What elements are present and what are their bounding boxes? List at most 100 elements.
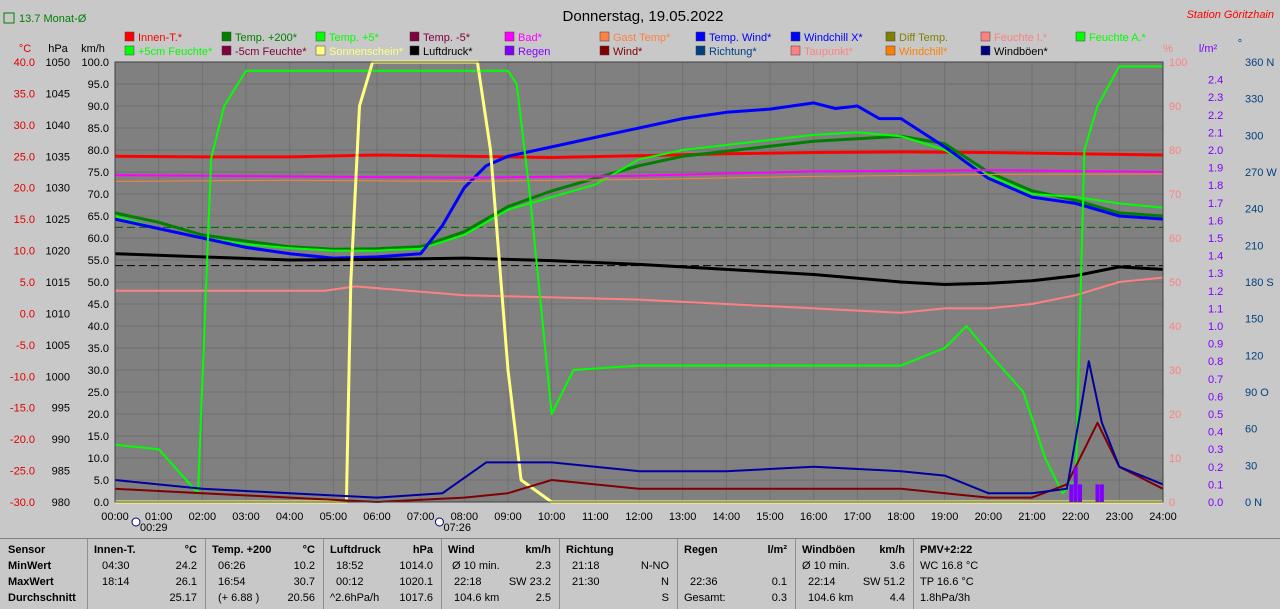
legend-label: +5cm Feuchte* — [138, 46, 213, 58]
series-line — [114, 169, 1164, 179]
x-tick-label: 11:00 — [582, 511, 609, 523]
humidity-tick-label: 40 — [1169, 321, 1181, 333]
row-min-label: MinWert — [8, 560, 52, 572]
pressure-tick-label: 990 — [52, 434, 70, 446]
x-tick-label: 03:00 — [232, 511, 260, 523]
richtung-min-time: 21:18 — [572, 560, 600, 572]
axis-header-humidity: % — [1163, 43, 1173, 55]
luftdruck-trend: ^2.6hPa/h — [330, 592, 380, 604]
pmv-header: PMV+2:22 — [920, 544, 973, 556]
series-line — [114, 150, 1164, 159]
sun-marker-icon — [131, 517, 141, 527]
richtung-header: Richtung — [566, 544, 614, 556]
legend-label: Luftdruck* — [423, 46, 473, 58]
luftdruck-min-value: 1014.0 — [399, 560, 433, 572]
weather-chart: 00:00 01:00 02:00 03:00 04:00 05:00 06:00 07:00… — [3, 8, 1278, 534]
direction-tick-label: 150 — [1245, 314, 1263, 326]
wind-header: Wind — [448, 544, 475, 556]
luftdruck-min-time: 18:52 — [336, 560, 364, 572]
legend-swatch — [790, 45, 801, 56]
innen-max-value: 26.1 — [175, 576, 197, 588]
legend-label: Innen-T.* — [138, 32, 183, 44]
series-line — [114, 101, 1164, 260]
x-tick-label: 06:00 — [363, 511, 391, 523]
humidity-tick-label: 70 — [1169, 189, 1181, 201]
temp200-unit: °C — [302, 544, 315, 556]
wind-row1-label: Ø 10 min. — [452, 560, 500, 572]
x-tick-label: 24:00 — [1149, 511, 1177, 523]
legend-swatch — [124, 45, 135, 56]
x-tick-label: 12:00 — [625, 511, 653, 523]
plot-frame — [114, 61, 1164, 503]
legend-label: -5cm Feuchte* — [235, 46, 307, 58]
windboeen-max-value: SW 51.2 — [862, 576, 905, 588]
rain-tick-label: 0.4 — [1208, 427, 1223, 439]
temp-tick-label: 30.0 — [14, 120, 35, 132]
windboeen-row1-label: Ø 10 min. — [802, 560, 850, 572]
regen-total-value: 0.3 — [771, 592, 787, 604]
rain-tick-label: 1.3 — [1208, 268, 1223, 280]
sensor-header: Sensor — [8, 544, 46, 556]
wind-tick-label: 85.0 — [88, 123, 109, 135]
summary-luftdruck-col: Luftdruck hPa 18:52 1014.0 00:12 1020.1 ^2.… — [324, 539, 442, 609]
legend-swatch — [695, 45, 706, 56]
summary-richtung-col: Richtung 21:18 N-NO 21:30 N S — [560, 539, 678, 609]
temp200-min-value: 10.2 — [293, 560, 315, 572]
summary-temp200-col: Temp. +200 °C 06:26 10.2 16:54 30.7 (+ 6.88… — [206, 539, 324, 609]
wind-tick-label: 0.0 — [94, 497, 109, 509]
temp-tick-label: -5.0 — [16, 340, 35, 352]
innen-max-time: 18:14 — [102, 576, 130, 588]
wind-unit: km/h — [525, 544, 551, 556]
axis-header-wind: km/h — [81, 43, 105, 55]
series-line — [114, 252, 1164, 286]
rain-tick-label: 0.0 — [1208, 497, 1223, 509]
wind-tick-label: 30.0 — [88, 365, 109, 377]
wind-tick-label: 75.0 — [88, 167, 109, 179]
wind-tick-label: 5.0 — [94, 475, 109, 487]
luftdruck-max-time: 00:12 — [336, 576, 364, 588]
direction-tick-label: 0 N — [1245, 497, 1262, 509]
legend-swatch — [409, 45, 420, 56]
windboeen-distance: 104.6 km — [808, 592, 854, 604]
temp200-max-value: 30.7 — [293, 576, 315, 588]
x-tick-label: 22:00 — [1062, 511, 1090, 523]
x-tick-label: 18:00 — [887, 511, 915, 523]
direction-tick-label: 120 — [1245, 350, 1263, 362]
legend-swatch — [315, 45, 326, 56]
wind-tick-label: 50.0 — [88, 277, 109, 289]
windboeen-unit: km/h — [879, 544, 905, 556]
x-tick-label: 09:00 — [494, 511, 522, 523]
summary-regen-col: Regen l/m² 22:36 0.1 Gesamt: 0.3 — [678, 539, 796, 609]
regen-max-value: 0.1 — [771, 576, 787, 588]
x-tick-label: 05:00 — [320, 511, 348, 523]
legend-swatch — [504, 45, 515, 56]
rain-tick-label: 0.9 — [1208, 339, 1223, 351]
x-tick-label: 08:00 — [451, 511, 479, 523]
temp-tick-label: -15.0 — [10, 403, 35, 415]
richtung-max-time: 21:30 — [572, 576, 600, 588]
summary-sensor-col: Sensor MinWert MaxWert Durchschnitt — [0, 539, 88, 609]
humidity-tick-label: 50 — [1169, 277, 1181, 289]
legend-swatch — [409, 31, 420, 42]
pressure-tick-label: 980 — [52, 497, 70, 509]
regen-max-time: 22:36 — [690, 576, 718, 588]
legend-label: Diff Temp. — [899, 32, 948, 44]
wind-tick-label: 90.0 — [88, 101, 109, 113]
temp200-avg-value: 20.56 — [287, 592, 315, 604]
station-name: Station Göritzhain — [1187, 9, 1274, 21]
innen-unit: °C — [184, 544, 197, 556]
row-avg-label: Durchschnitt — [8, 592, 76, 604]
wind-tick-label: 35.0 — [88, 343, 109, 355]
windboeen-max-time: 22:14 — [808, 576, 836, 588]
pressure-tick-label: 1045 — [46, 88, 70, 100]
rain-tick-label: 0.8 — [1208, 356, 1223, 368]
temp-tick-label: 15.0 — [14, 214, 35, 226]
temp200-min-time: 06:26 — [218, 560, 246, 572]
wind-tick-label: 25.0 — [88, 387, 109, 399]
humidity-tick-label: 20 — [1169, 409, 1181, 421]
windboeen-header: Windböen — [802, 544, 856, 556]
legend-label: Regen — [518, 46, 550, 58]
legend-label: Windböen* — [994, 46, 1049, 58]
temp-tick-label: -20.0 — [10, 434, 35, 446]
rain-tick-label: 1.8 — [1208, 180, 1223, 192]
